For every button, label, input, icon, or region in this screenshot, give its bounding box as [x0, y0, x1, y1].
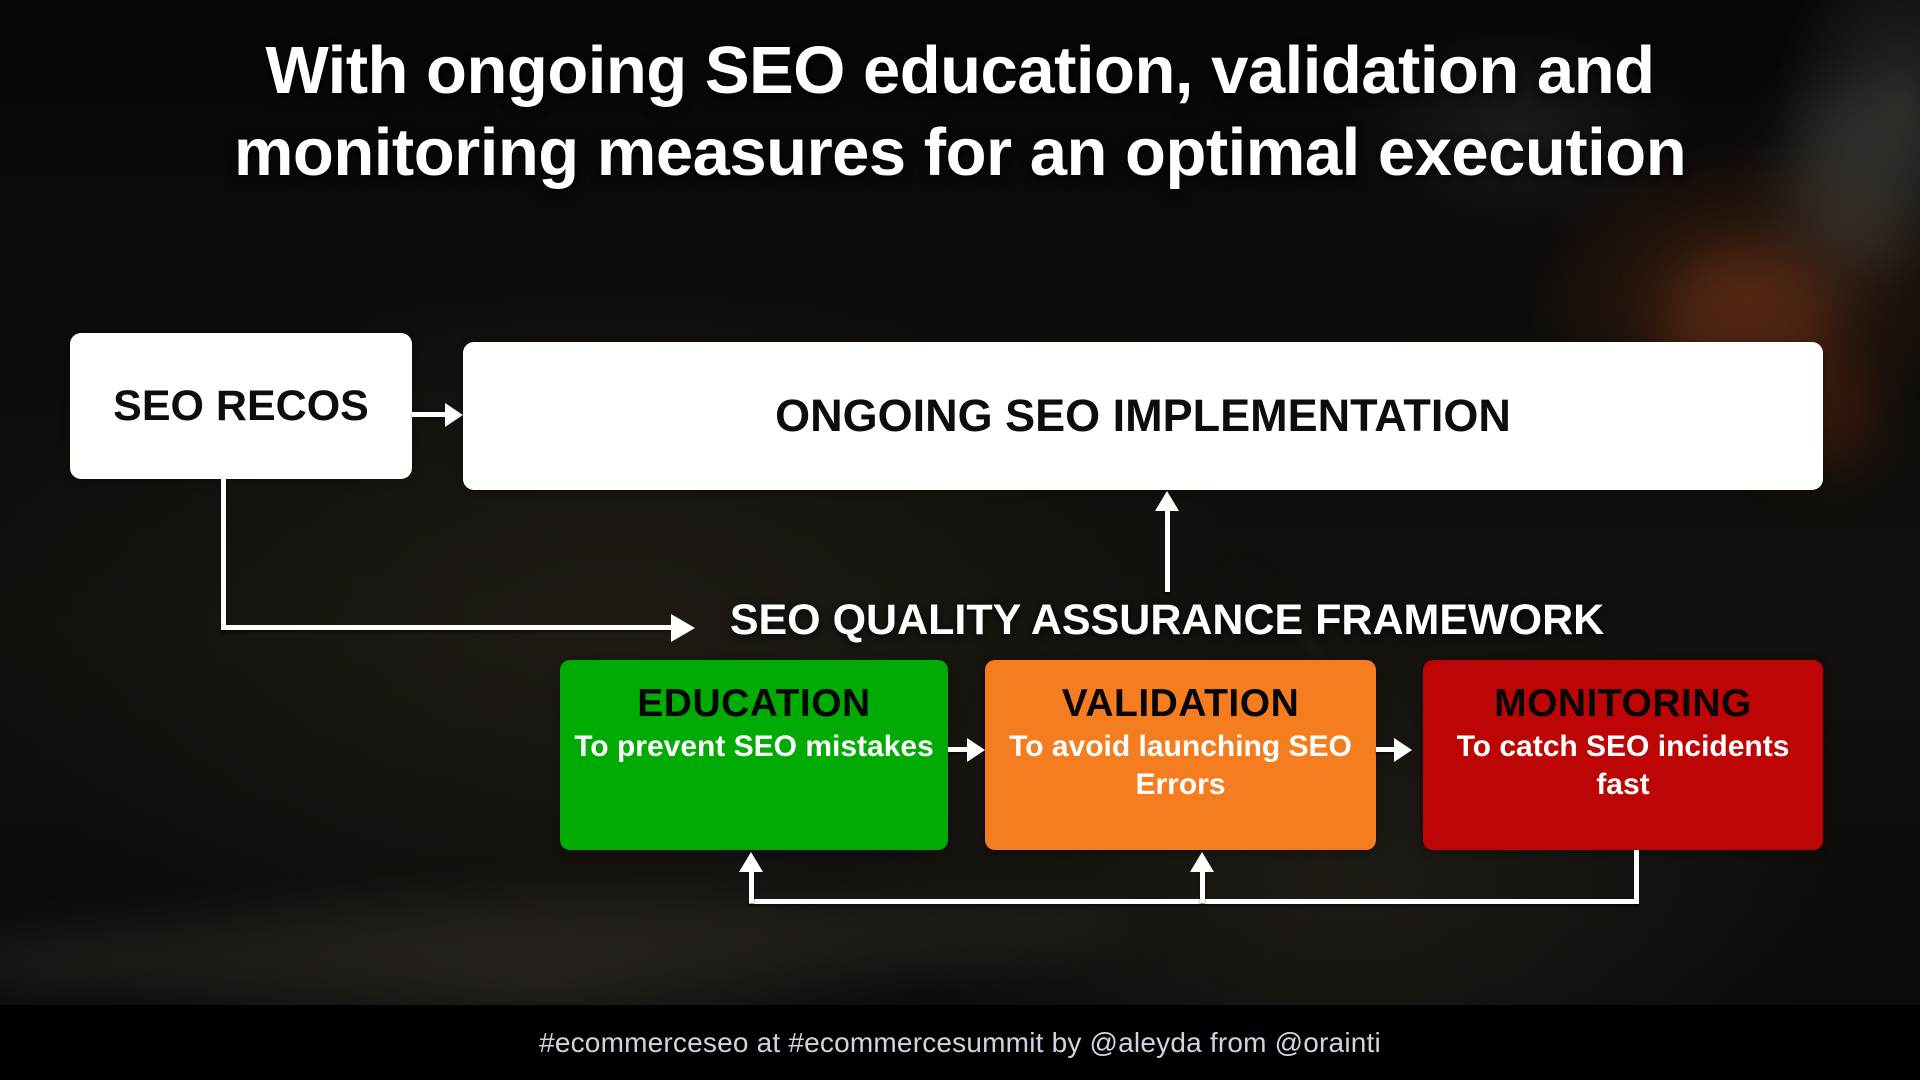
feedback-loop-horizontal-line [749, 899, 1639, 904]
arrow-framework-to-implementation-line [1165, 508, 1170, 592]
arrow-validation-to-monitoring-line [1376, 747, 1396, 752]
ongoing-implementation-label: ONGOING SEO IMPLEMENTATION [775, 390, 1511, 441]
stage-box-monitoring: MONITORING To catch SEO incidents fast [1423, 660, 1823, 850]
stage-description-monitoring: To catch SEO incidents fast [1456, 730, 1790, 801]
stage-title-validation: VALIDATION [1061, 682, 1300, 725]
slide-title: With ongoing SEO education, validation a… [0, 30, 1920, 194]
arrow-education-to-validation-head [967, 738, 985, 762]
feedback-loop-up-line-validation [1200, 870, 1205, 903]
slide-title-line-1: With ongoing SEO education, validation a… [265, 33, 1655, 108]
stage-box-education: EDUCATION To prevent SEO mistakes [560, 660, 948, 850]
arrow-recos-to-framework-line [221, 625, 673, 630]
ongoing-implementation-box: ONGOING SEO IMPLEMENTATION [463, 342, 1823, 490]
stage-title-education: EDUCATION [637, 682, 871, 725]
seo-recos-box: SEO RECOS [70, 333, 412, 479]
stage-title-monitoring: MONITORING [1494, 682, 1752, 725]
feedback-loop-up-line-education [749, 870, 754, 903]
arrow-recos-to-implementation-head [445, 403, 463, 427]
arrow-recos-to-implementation-line [412, 412, 449, 417]
seo-recos-label: SEO RECOS [113, 381, 369, 430]
arrow-validation-to-monitoring-head [1394, 738, 1412, 762]
stage-description-education: To prevent SEO mistakes [574, 730, 934, 763]
footer-bar: #ecommerceseo at #ecommercesummit by @al… [0, 1005, 1920, 1080]
arrow-recos-to-framework-vertical [221, 478, 226, 630]
arrow-framework-to-implementation-head [1155, 491, 1179, 511]
slide-title-line-2: monitoring measures for an optimal execu… [233, 115, 1687, 190]
feedback-loop-up-head-education [739, 852, 763, 872]
feedback-loop-up-head-validation [1190, 852, 1214, 872]
stage-box-validation: VALIDATION To avoid launching SEO Errors [985, 660, 1376, 850]
framework-label: SEO QUALITY ASSURANCE FRAMEWORK [729, 596, 1605, 644]
feedback-loop-drop-line [1634, 850, 1639, 904]
arrow-recos-to-framework-head [671, 614, 695, 642]
arrow-education-to-validation-line [948, 747, 970, 752]
stage-description-validation: To avoid launching SEO Errors [1009, 730, 1352, 801]
background-shelf-shape [1780, 90, 1910, 280]
footer-text: #ecommerceseo at #ecommercesummit by @al… [539, 1026, 1381, 1058]
